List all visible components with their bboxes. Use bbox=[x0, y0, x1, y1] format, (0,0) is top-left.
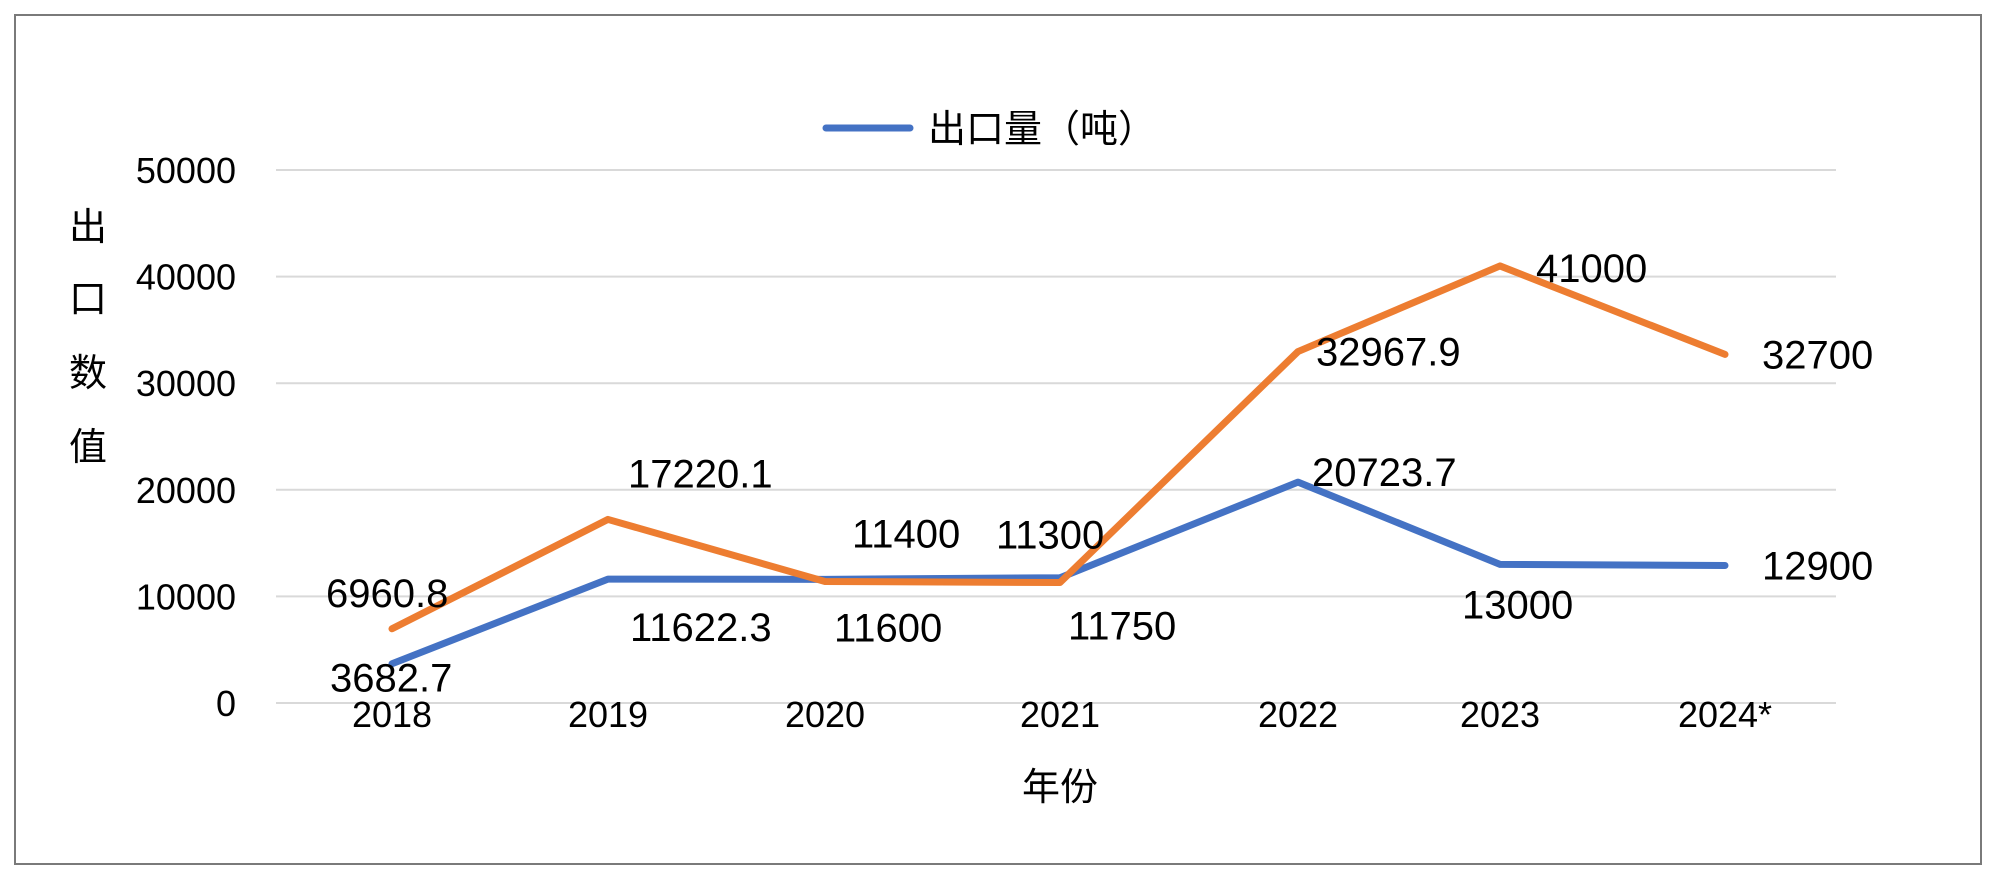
y-axis-title: 出 口 数 值 bbox=[69, 207, 107, 469]
series-2-point-2018 bbox=[391, 627, 393, 630]
series-2-point-2020 bbox=[824, 580, 826, 583]
y-tick-label-40000: 40000 bbox=[136, 257, 236, 298]
x-tick-labels: 2018 2019 2020 2021 2022 2023 2024* bbox=[352, 694, 1772, 735]
data-label-series-2-2019: 17220.1 bbox=[628, 452, 773, 496]
data-label-series-1-2020: 11600 bbox=[834, 606, 942, 650]
y-axis-title-char-4: 值 bbox=[69, 427, 107, 469]
data-label-series-2-2021: 11300 bbox=[996, 514, 1104, 558]
data-label-series-1-2018: 3682.7 bbox=[330, 657, 452, 701]
series-2-point-2023 bbox=[1499, 264, 1501, 267]
x-axis-title: 年份 bbox=[1022, 767, 1098, 809]
data-labels: 3682.7 11622.3 11600 11750 20723.7 13000 12900… bbox=[326, 247, 1873, 701]
y-tick-labels: 0 10000 20000 30000 40000 50000 bbox=[136, 150, 236, 724]
data-label-series-1-2019: 11622.3 bbox=[630, 606, 772, 650]
data-label-series-2-2023: 41000 bbox=[1536, 247, 1647, 291]
series-line-1 bbox=[388, 478, 1729, 668]
x-tick-label-2018: 2018 bbox=[352, 694, 432, 735]
y-tick-label-50000: 50000 bbox=[136, 150, 236, 191]
y-tick-label-0: 0 bbox=[216, 683, 236, 724]
series-1-point-2018 bbox=[391, 662, 393, 665]
series-1-point-2023 bbox=[1499, 563, 1501, 566]
series-2-point-2021 bbox=[1059, 581, 1061, 584]
x-tick-label-2021: 2021 bbox=[1020, 694, 1100, 735]
y-tick-label-10000: 10000 bbox=[136, 576, 236, 617]
series-1-point-2024* bbox=[1724, 564, 1726, 567]
series-layer bbox=[388, 262, 1729, 668]
grid-layer bbox=[276, 169, 1836, 704]
series-1-point-2019 bbox=[607, 578, 609, 581]
chart-frame bbox=[14, 14, 1982, 865]
data-label-series-2-2022: 32967.9 bbox=[1316, 331, 1461, 375]
x-tick-label-2019: 2019 bbox=[568, 694, 648, 735]
legend-label-series-1: 出口量（吨） bbox=[928, 109, 1156, 151]
y-axis-title-char-2: 口 bbox=[69, 279, 107, 321]
data-label-series-2-2018: 6960.8 bbox=[326, 572, 448, 616]
data-label-series-1-2022: 20723.7 bbox=[1312, 451, 1457, 495]
series-2-point-2024* bbox=[1724, 353, 1726, 356]
series-2-point-2022 bbox=[1297, 350, 1299, 353]
series-1-point-2022 bbox=[1297, 481, 1299, 484]
x-tick-label-2022: 2022 bbox=[1258, 694, 1338, 735]
x-tick-label-2020: 2020 bbox=[785, 694, 865, 735]
x-tick-label-2023: 2023 bbox=[1460, 694, 1540, 735]
series-2-point-2019 bbox=[607, 518, 609, 521]
y-tick-label-20000: 20000 bbox=[136, 470, 236, 511]
data-label-series-1-2021: 11750 bbox=[1068, 605, 1176, 649]
y-axis-title-char-3: 数 bbox=[69, 353, 107, 395]
data-label-series-1-2023: 13000 bbox=[1462, 583, 1573, 627]
data-label-series-2-2020: 11400 bbox=[852, 512, 960, 556]
data-label-series-2-2024*: 32700 bbox=[1762, 333, 1873, 377]
legend: 出口量（吨） bbox=[822, 109, 1156, 151]
y-axis-title-char-1: 出 bbox=[69, 207, 107, 249]
data-label-series-1-2024*: 12900 bbox=[1762, 544, 1873, 588]
x-tick-label-2024*: 2024* bbox=[1678, 694, 1772, 735]
y-tick-label-30000: 30000 bbox=[136, 363, 236, 404]
